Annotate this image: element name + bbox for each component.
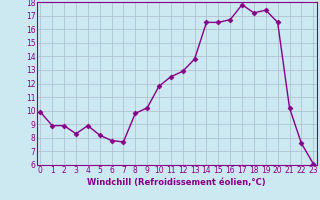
X-axis label: Windchill (Refroidissement éolien,°C): Windchill (Refroidissement éolien,°C) xyxy=(87,178,266,187)
